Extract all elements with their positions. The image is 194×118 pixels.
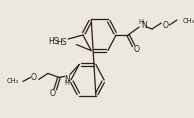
Text: O: O xyxy=(133,46,139,55)
Text: HS: HS xyxy=(48,36,59,46)
Text: HS: HS xyxy=(57,38,67,47)
Text: O: O xyxy=(31,73,37,82)
Text: H: H xyxy=(65,80,70,86)
Text: CH₃: CH₃ xyxy=(6,78,18,84)
Text: CH₃: CH₃ xyxy=(183,18,194,24)
Text: N: N xyxy=(64,75,70,84)
Text: H: H xyxy=(139,19,143,25)
Text: N: N xyxy=(141,21,147,30)
Text: O: O xyxy=(49,89,55,98)
Text: O: O xyxy=(163,21,169,30)
